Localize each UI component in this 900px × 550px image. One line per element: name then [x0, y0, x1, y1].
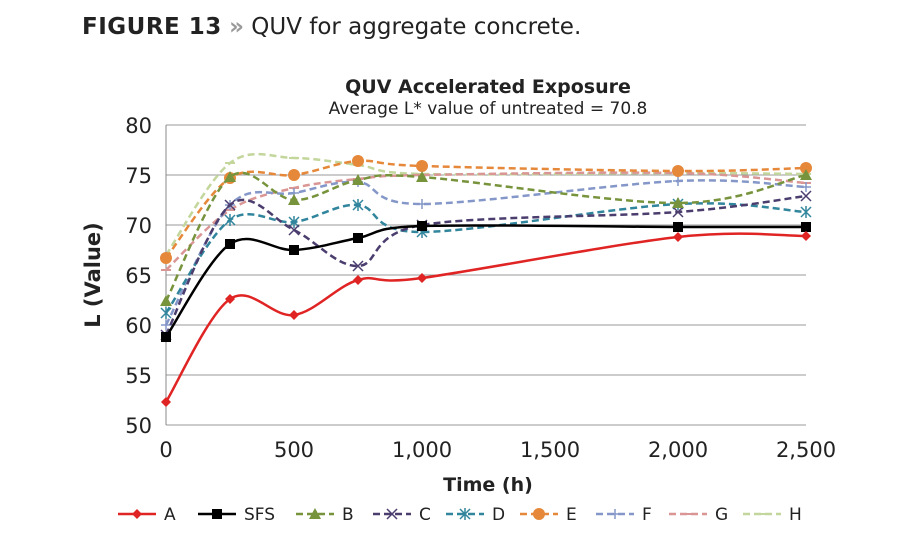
legend-label: B — [342, 505, 354, 525]
data-point — [289, 245, 299, 255]
legend-label: H — [789, 505, 802, 525]
data-point — [386, 508, 398, 520]
data-point — [800, 162, 812, 174]
figure-label: FIGURE 13 — [82, 14, 222, 40]
legend-item-D: D — [446, 505, 505, 525]
data-point — [288, 224, 300, 236]
data-point — [224, 171, 236, 182]
data-point — [417, 199, 427, 209]
data-point — [161, 320, 171, 330]
data-point — [225, 239, 235, 249]
series-SFS — [161, 221, 811, 342]
y-axis-label: L (Value) — [81, 222, 105, 328]
data-point — [610, 509, 620, 519]
legend-item-H: H — [743, 505, 802, 525]
data-point — [288, 169, 300, 181]
data-point — [416, 171, 428, 182]
data-point — [672, 197, 684, 208]
figure-separator: » — [229, 14, 244, 40]
data-point — [225, 294, 235, 304]
data-point — [352, 174, 364, 185]
data-point — [673, 222, 683, 232]
data-point — [459, 508, 471, 520]
series-B — [160, 169, 812, 306]
series-line — [165, 171, 807, 271]
data-point — [801, 231, 811, 241]
data-point — [132, 509, 142, 519]
data-point — [224, 199, 236, 211]
legend-label: D — [492, 505, 505, 525]
data-point — [289, 310, 299, 320]
y-tick-label: 70 — [125, 214, 152, 238]
x-tick-label: 2,000 — [648, 438, 708, 462]
series-F — [161, 176, 811, 330]
legend-item-C: C — [373, 505, 431, 525]
legend-item-E: E — [520, 505, 577, 525]
legend-item-B: B — [296, 505, 354, 525]
data-point — [353, 275, 363, 285]
data-point — [800, 169, 812, 180]
x-tick-label: 2,500 — [776, 438, 836, 462]
y-tick-label: 65 — [125, 264, 152, 288]
series-C — [160, 190, 812, 341]
legend-item-A: A — [118, 505, 176, 525]
legend-label: E — [566, 505, 577, 525]
legend-label: G — [715, 505, 728, 525]
series-line — [164, 232, 807, 403]
chart-title: QUV Accelerated Exposure — [345, 76, 631, 98]
data-point — [160, 295, 172, 306]
chart-subtitle: Average L* value of untreated = 70.8 — [329, 99, 648, 119]
data-point — [288, 194, 300, 205]
data-point — [160, 252, 172, 264]
data-point — [800, 206, 812, 218]
data-point — [801, 222, 811, 232]
data-point — [160, 307, 172, 319]
series-G — [161, 171, 811, 271]
data-point — [672, 165, 684, 177]
y-tick-label: 75 — [125, 164, 152, 188]
legend-item-SFS: SFS — [198, 505, 275, 525]
x-tick-label: 1,000 — [392, 438, 452, 462]
legend-label: SFS — [244, 505, 275, 525]
series-line — [164, 224, 807, 338]
legend-item-G: G — [669, 505, 728, 525]
series-A — [161, 231, 811, 407]
data-point — [673, 176, 683, 186]
figure-caption-text: QUV for aggregate concrete. — [251, 14, 582, 40]
data-point — [352, 155, 364, 167]
y-tick-label: 55 — [125, 364, 152, 388]
data-point — [212, 509, 222, 519]
data-point — [417, 221, 427, 231]
data-point — [416, 160, 428, 172]
legend-label: A — [164, 505, 176, 525]
data-point — [672, 206, 684, 218]
legend-label: F — [642, 505, 652, 525]
y-tick-label: 60 — [125, 314, 152, 338]
data-point — [224, 214, 236, 226]
x-tick-label: 500 — [274, 438, 314, 462]
data-point — [161, 332, 171, 342]
data-point — [161, 397, 171, 407]
data-point — [288, 216, 300, 228]
data-point — [309, 508, 321, 519]
data-point — [673, 232, 683, 242]
figure-caption: FIGURE 13 » QUV for aggregate concrete. — [82, 14, 581, 40]
data-point — [801, 182, 811, 192]
data-point — [800, 190, 812, 202]
x-axis-label: Time (h) — [443, 474, 533, 496]
data-point — [533, 508, 545, 520]
x-tick-label: 0 — [159, 438, 172, 462]
series-line — [164, 202, 807, 314]
data-point — [353, 233, 363, 243]
legend-item-F: F — [596, 505, 652, 525]
y-tick-label: 80 — [125, 114, 152, 138]
y-tick-label: 50 — [125, 414, 152, 438]
legend-label: C — [419, 505, 431, 525]
data-point — [352, 260, 364, 272]
x-tick-label: 1,500 — [520, 438, 580, 462]
data-point — [352, 199, 364, 211]
data-point — [417, 273, 427, 283]
